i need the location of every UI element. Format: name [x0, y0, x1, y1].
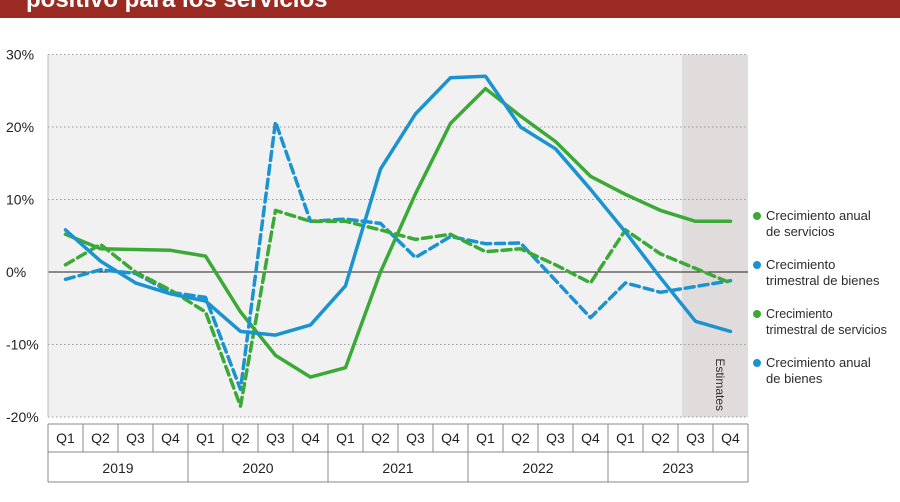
- x-tick-label: Q3: [266, 430, 285, 446]
- estimates-region: [682, 54, 748, 417]
- x-tick-label: Q1: [616, 430, 635, 446]
- legend-label: Crecimiento trimestral de bienes: [766, 257, 880, 288]
- legend-item-anual-servicios: Crecimiento anual de servicios: [752, 208, 900, 240]
- legend-dot: [753, 310, 761, 318]
- legend-label: Crecimiento anual de servicios: [766, 208, 871, 239]
- x-tick-label: Q1: [476, 430, 495, 446]
- y-tick-label: -20%: [6, 409, 39, 425]
- x-tick-label: Q2: [371, 430, 390, 446]
- x-tick-label: Q4: [161, 430, 180, 446]
- x-tick-label: Q4: [441, 430, 460, 446]
- x-tick-label: Q1: [56, 430, 75, 446]
- legend-label: Crecimiento trimestral de servicios: [766, 307, 887, 337]
- series-line: [63, 74, 733, 337]
- title-bar: positivo para los servicios: [0, 0, 900, 18]
- year-label: 2020: [242, 460, 273, 476]
- chart-title: positivo para los servicios: [26, 0, 327, 14]
- x-tick-label: Q3: [686, 430, 705, 446]
- legend: Crecimiento anual de servicios Crecimien…: [752, 208, 900, 404]
- y-tick-label: -10%: [6, 337, 39, 353]
- year-label: 2023: [662, 460, 693, 476]
- legend-item-trimestral-servicios: Crecimiento trimestral de servicios: [752, 306, 900, 338]
- x-tick-label: Q2: [651, 430, 670, 446]
- year-label: 2019: [102, 460, 133, 476]
- estimates-label: Estimates: [713, 358, 727, 411]
- x-tick-label: Q2: [91, 430, 110, 446]
- y-tick-label: 30%: [6, 47, 34, 63]
- y-tick-label: 0%: [6, 264, 26, 280]
- year-label: 2021: [382, 460, 413, 476]
- x-tick-label: Q3: [406, 430, 425, 446]
- y-tick-label: 10%: [6, 192, 34, 208]
- y-tick-label: 20%: [6, 119, 34, 135]
- x-tick-label: Q3: [546, 430, 565, 446]
- legend-dot: [753, 212, 761, 220]
- legend-dot: [753, 359, 761, 367]
- x-tick-label: Q2: [231, 430, 250, 446]
- x-tick-label: Q4: [581, 430, 600, 446]
- x-tick-label: Q4: [721, 430, 740, 446]
- x-tick-label: Q3: [126, 430, 145, 446]
- legend-label: Crecimiento anual de bienes: [766, 355, 871, 386]
- legend-dot: [753, 261, 761, 269]
- x-tick-label: Q1: [336, 430, 355, 446]
- legend-item-trimestral-bienes: Crecimiento trimestral de bienes: [752, 257, 900, 289]
- x-tick-label: Q4: [301, 430, 320, 446]
- year-label: 2022: [522, 460, 553, 476]
- legend-item-anual-bienes: Crecimiento anual de bienes: [752, 355, 900, 387]
- x-tick-label: Q1: [196, 430, 215, 446]
- x-tick-label: Q2: [511, 430, 530, 446]
